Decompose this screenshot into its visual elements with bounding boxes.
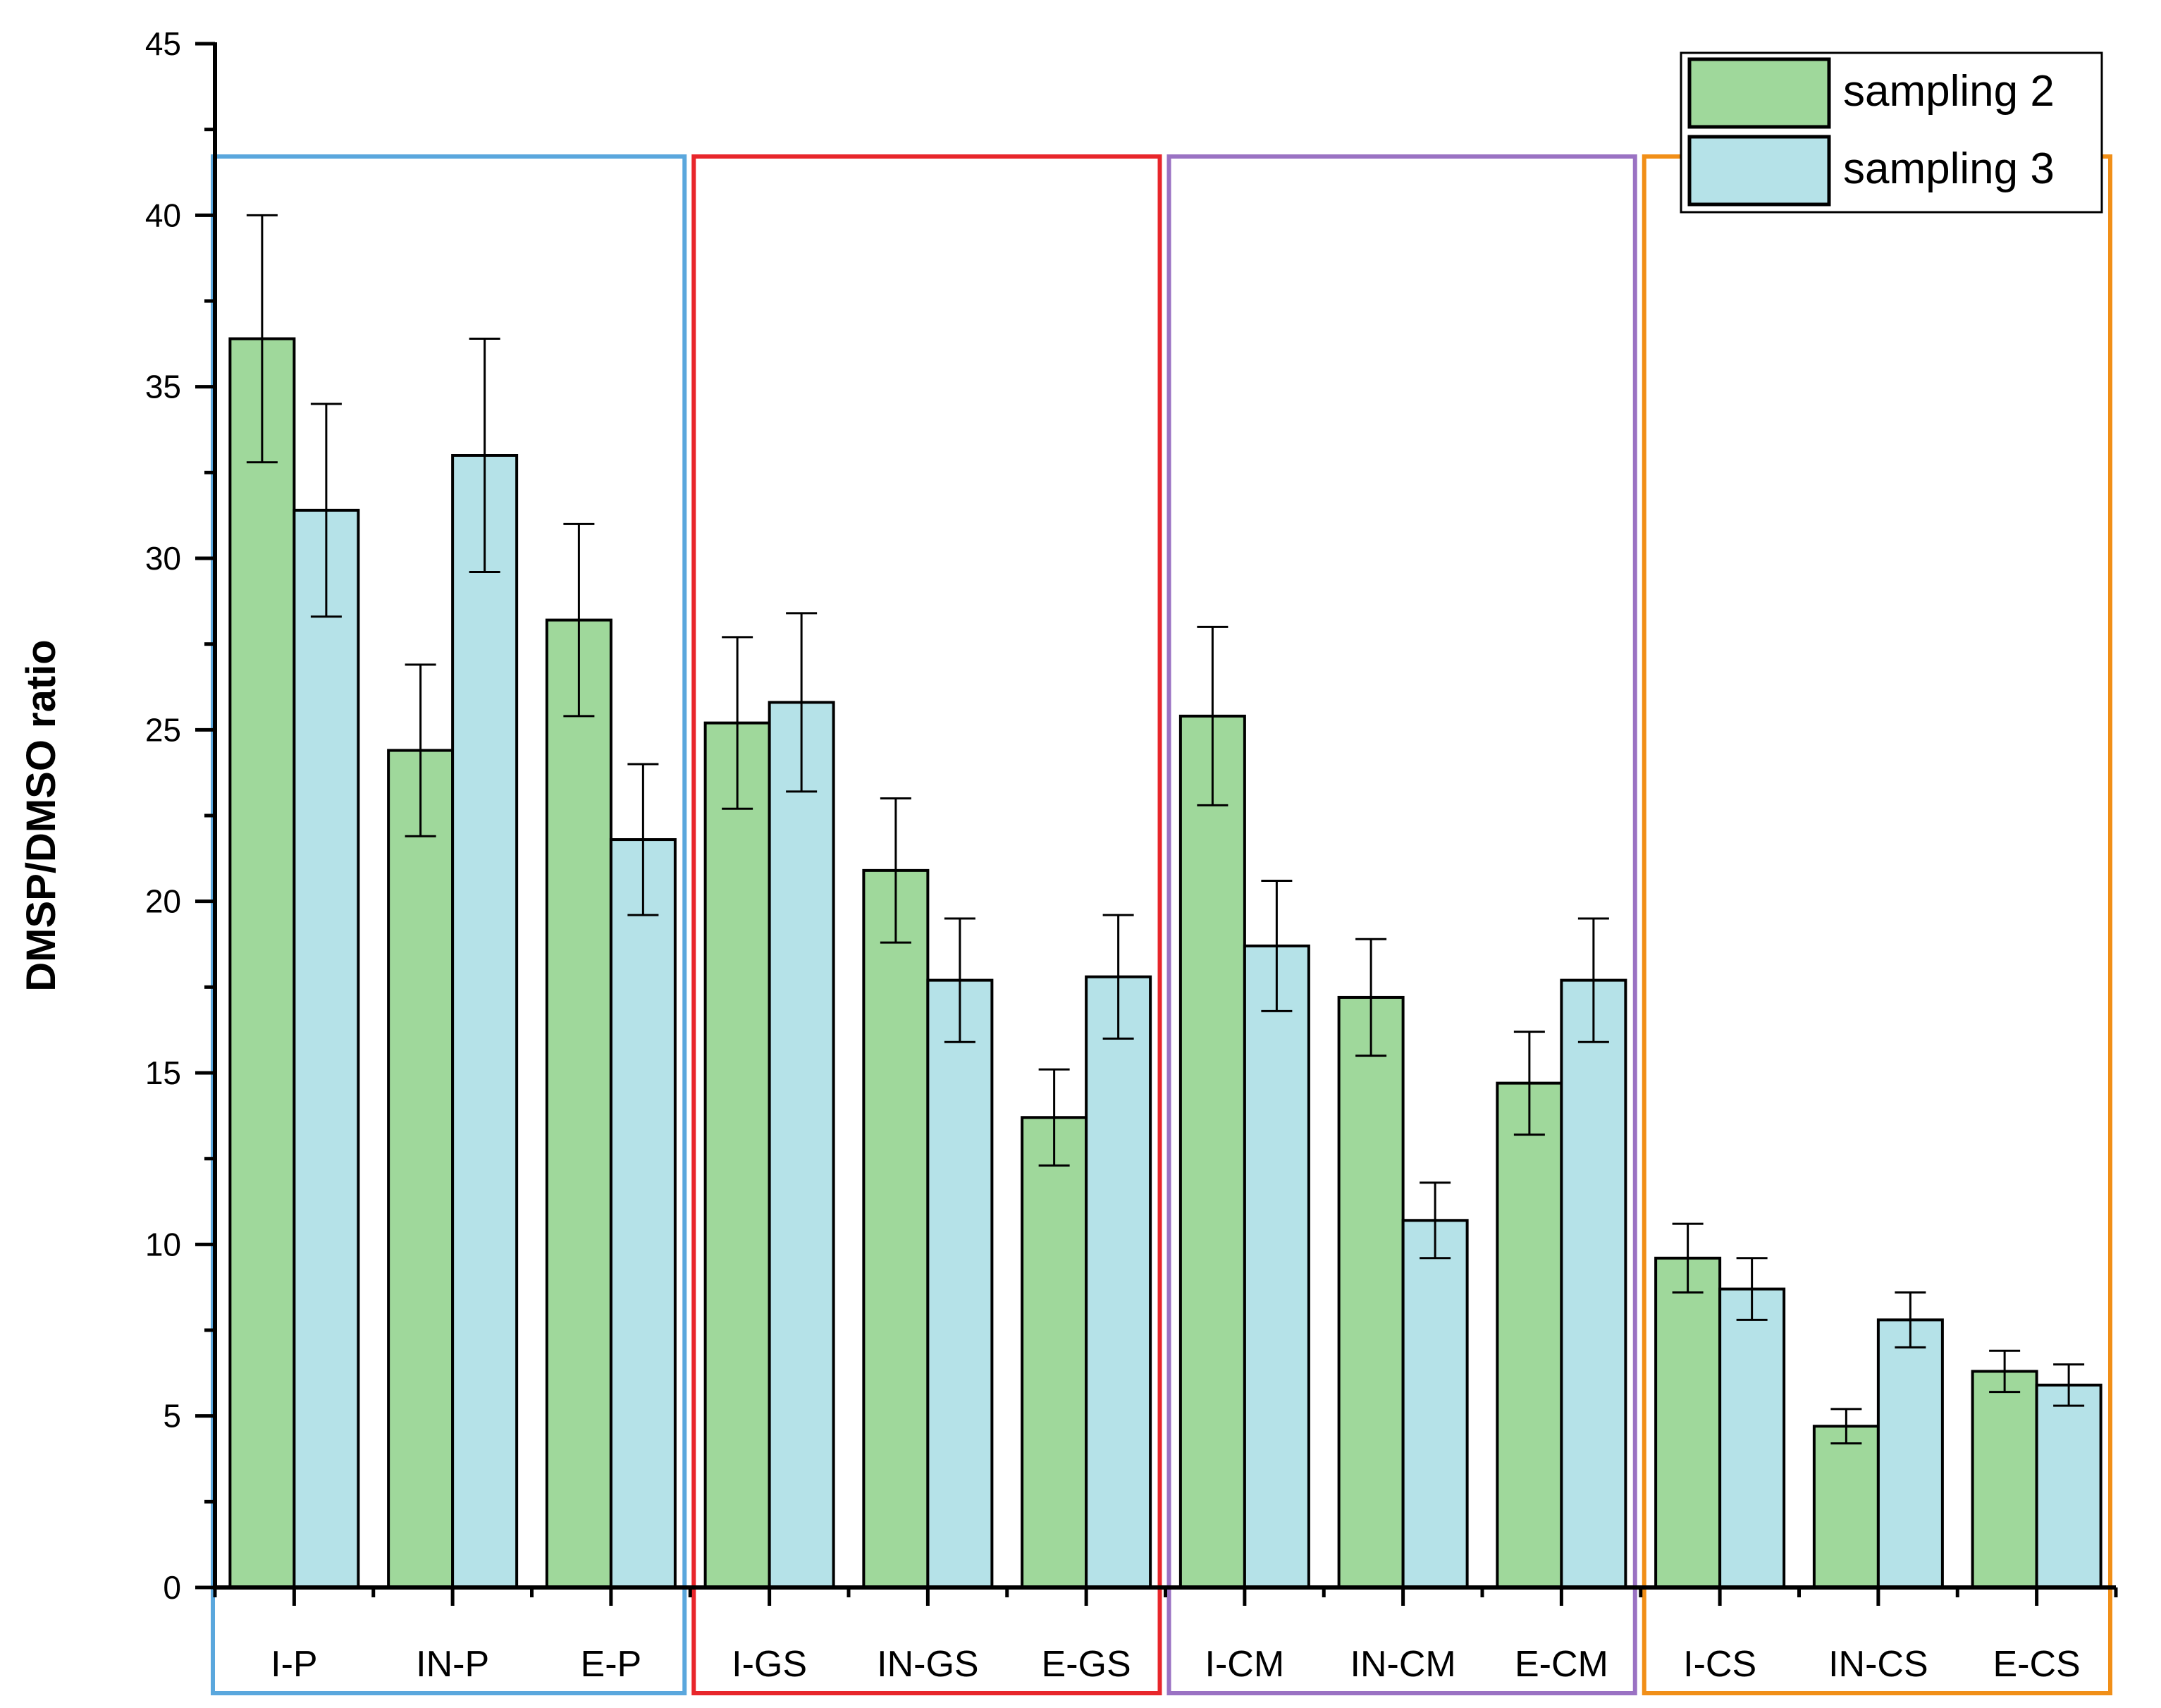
y-tick-label-35: 35 [145,369,181,405]
x-tick-label-i-gs: I-GS [732,1644,807,1685]
y-tick-label-5: 5 [163,1398,181,1434]
x-tick-label-e-p: E-P [581,1644,642,1685]
group-box-gs [691,154,1162,1695]
x-tick-label-in-gs: IN-GS [877,1644,978,1685]
x-tick-label-i-p: I-P [271,1644,317,1685]
axis-labels: 0 5 10 15 20 25 30 35 40 45 I-P IN-P E-P I-GS IN-GS E-G… [18,25,2081,1685]
x-tick-label-i-cm: I-CM [1205,1644,1285,1685]
y-tick-label-25: 25 [145,711,181,748]
bar-s2-e-cs [1971,1370,2038,1590]
bar-s3-e-p [609,838,677,1589]
y-tick-label-10: 10 [145,1226,181,1262]
x-tick-label-in-cs: IN-CS [1828,1644,1928,1685]
bar-s3-in-p [451,454,519,1589]
legend-swatch-s3 [1687,135,1831,207]
bar-s3-in-cm [1401,1219,1469,1590]
bar-s2-i-p [228,337,296,1589]
y-tick-label-40: 40 [145,197,181,233]
bar-s2-in-cm [1337,995,1405,1589]
group-boxes [211,154,2112,1695]
bar-s3-in-gs [926,978,994,1589]
y-tick-label-15: 15 [145,1055,181,1091]
legend-swatch-s2 [1687,57,1831,129]
legend-label-s2: sampling 2 [1843,67,2055,116]
x-tick-label-i-cs: I-CS [1683,1644,1756,1685]
bar-s3-in-cs [1876,1318,1944,1590]
y-tick-label-30: 30 [145,540,181,577]
bar-s3-i-cs [1718,1287,1786,1589]
bar-s3-i-p [293,508,360,1589]
x-tick-label-e-gs: E-GS [1042,1644,1131,1685]
bar-s3-e-cm [1560,978,1627,1589]
bar-s3-e-cs [2035,1383,2102,1590]
bar-s2-in-p [387,749,455,1589]
axes [195,42,2118,1606]
bar-s3-i-cm [1243,944,1310,1589]
bar-s2-in-cs [1812,1425,1880,1590]
x-tick-label-e-cs: E-CS [1993,1644,2081,1685]
bar-s2-e-cm [1496,1081,1563,1589]
bar-s2-i-gs [703,721,771,1589]
error-bars [246,214,2085,1445]
bars [228,337,2102,1590]
bar-s2-e-p [545,618,612,1589]
bar-s2-i-cs [1654,1256,1722,1590]
group-box-cm [1166,154,1637,1695]
bar-s2-i-cm [1178,714,1246,1589]
bar-s2-e-gs [1021,1116,1088,1590]
y-tick-label-0: 0 [163,1569,181,1606]
x-tick-label-e-cm: E-CM [1515,1644,1608,1685]
y-tick-label-20: 20 [145,883,181,920]
legend: sampling 2 sampling 3 [1680,51,2103,214]
bar-s3-i-gs [768,701,835,1589]
x-tick-label-in-p: IN-P [416,1644,489,1685]
y-axis-title: DMSP/DMSO ratio [18,639,64,992]
bar-s3-e-gs [1085,975,1152,1589]
x-tick-label-in-cm: IN-CM [1350,1644,1456,1685]
bar-s2-in-gs [862,868,930,1590]
y-tick-label-45: 45 [145,25,181,62]
legend-label-s3: sampling 3 [1843,145,2055,193]
